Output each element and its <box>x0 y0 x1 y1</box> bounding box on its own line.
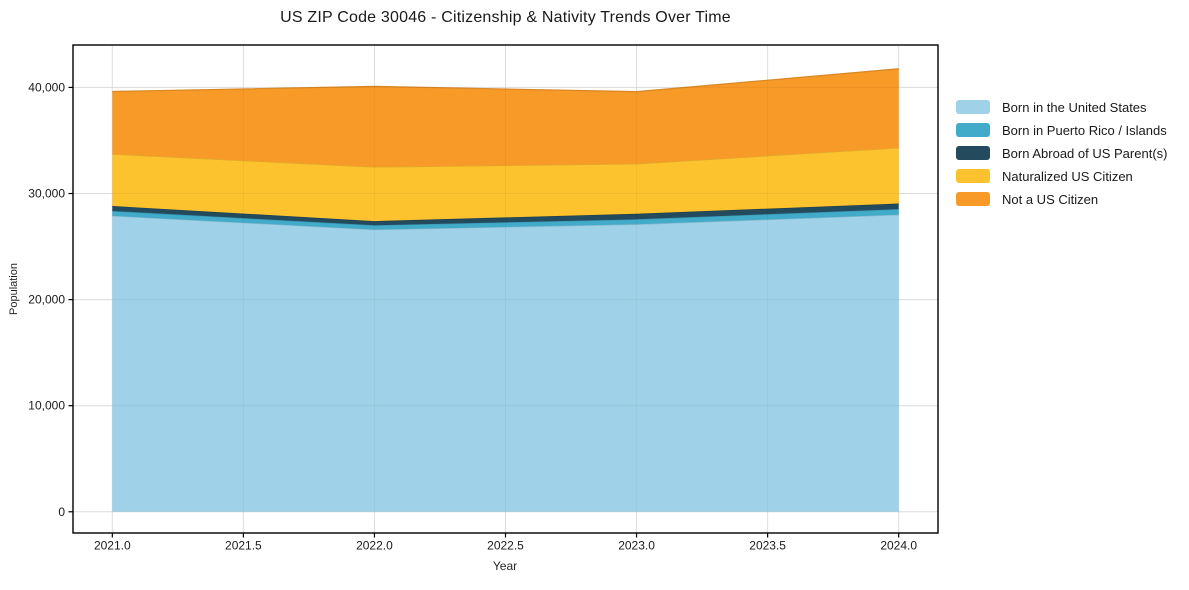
y-tick-label: 10,000 <box>28 399 65 413</box>
x-tick-label: 2023.5 <box>749 539 786 553</box>
x-tick-label: 2021.0 <box>94 539 131 553</box>
area-born-in-the-united-states <box>112 214 899 512</box>
legend-item-naturalized-us-citizen: Naturalized US Citizen <box>956 168 1167 184</box>
y-tick-label: 40,000 <box>28 80 65 94</box>
legend-label: Naturalized US Citizen <box>1002 168 1133 184</box>
legend-item-not-a-us-citizen: Not a US Citizen <box>956 191 1167 207</box>
area-not-a-us-citizen <box>112 68 899 167</box>
x-tick-label: 2022.5 <box>487 539 524 553</box>
y-tick-label: 0 <box>58 505 65 519</box>
area-naturalized-us-citizen <box>112 147 899 222</box>
legend-item-born-in-puerto-rico-islands: Born in Puerto Rico / Islands <box>956 122 1167 138</box>
legend: Born in the United States Born in Puerto … <box>956 100 1167 215</box>
x-tick-label: 2022.0 <box>356 539 393 553</box>
x-axis-label: Year <box>492 559 518 573</box>
legend-item-born-in-the-united-states: Born in the United States <box>956 99 1167 115</box>
y-axis-label: Population <box>8 263 20 315</box>
legend-label: Born in the United States <box>1002 99 1147 115</box>
legend-label: Born in Puerto Rico / Islands <box>1002 122 1167 138</box>
y-tick-label: 30,000 <box>28 187 65 201</box>
x-tick-label: 2023.0 <box>618 539 655 553</box>
x-tick-label: 2024.0 <box>880 539 917 553</box>
area-born-abroad-of-us-parent-s <box>112 203 899 226</box>
legend-swatch <box>956 146 990 160</box>
area-edge-not-a-us-citizen <box>112 68 899 93</box>
legend-swatch <box>956 123 990 137</box>
legend-label: Born Abroad of US Parent(s) <box>1002 145 1168 161</box>
area-born-in-puerto-rico-islands <box>112 209 899 230</box>
legend-item-born-abroad-of-us-parent-s: Born Abroad of US Parent(s) <box>956 145 1168 161</box>
y-tick-label: 20,000 <box>28 293 65 307</box>
legend-swatch <box>956 169 990 183</box>
x-tick-label: 2021.5 <box>225 539 262 553</box>
legend-swatch <box>956 100 990 114</box>
legend-swatch <box>956 192 990 206</box>
chart-title: US ZIP Code 30046 - Citizenship & Nativi… <box>280 9 731 26</box>
legend-label: Not a US Citizen <box>1002 191 1099 207</box>
